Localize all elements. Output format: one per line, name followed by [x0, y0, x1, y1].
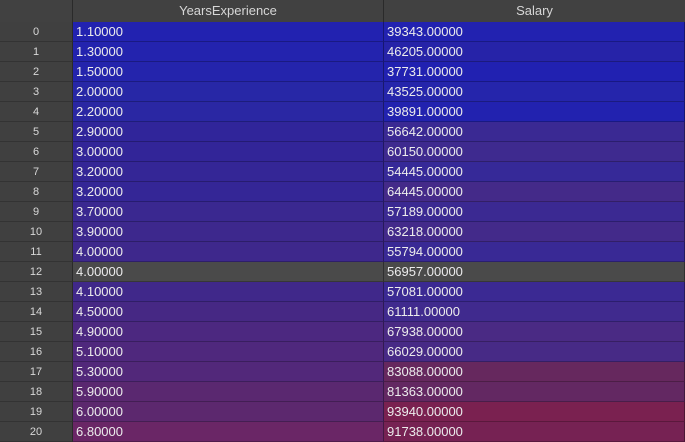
- row-index-cell[interactable]: 18: [0, 382, 73, 402]
- row-index-cell[interactable]: 3: [0, 82, 73, 102]
- table-row[interactable]: 19 6.00000 93940.00000: [0, 402, 685, 422]
- row-index-cell[interactable]: 9: [0, 202, 73, 222]
- salary-cell[interactable]: 93940.00000: [384, 402, 685, 422]
- column-header-salary[interactable]: Salary: [516, 3, 553, 18]
- row-index-cell[interactable]: 19: [0, 402, 73, 422]
- table-row[interactable]: 11 4.00000 55794.00000: [0, 242, 685, 262]
- row-index-cell[interactable]: 1: [0, 42, 73, 62]
- row-index-cell[interactable]: 17: [0, 362, 73, 382]
- yearsexperience-cell[interactable]: 2.20000: [73, 102, 384, 122]
- salary-cell[interactable]: 39891.00000: [384, 102, 685, 122]
- table-row[interactable]: 5 2.90000 56642.00000: [0, 122, 685, 142]
- yearsexperience-cell[interactable]: 3.70000: [73, 202, 384, 222]
- salary-cell[interactable]: 57081.00000: [384, 282, 685, 302]
- row-index-cell[interactable]: 12: [0, 262, 73, 282]
- table-row[interactable]: 15 4.90000 67938.00000: [0, 322, 685, 342]
- salary-cell[interactable]: 56642.00000: [384, 122, 685, 142]
- row-index-cell[interactable]: 16: [0, 342, 73, 362]
- salary-cell[interactable]: 46205.00000: [384, 42, 685, 62]
- table-row[interactable]: 12 4.00000 56957.00000: [0, 262, 685, 282]
- salary-cell[interactable]: 83088.00000: [384, 362, 685, 382]
- yearsexperience-cell[interactable]: 3.20000: [73, 162, 384, 182]
- salary-cell[interactable]: 39343.00000: [384, 22, 685, 42]
- yearsexperience-cell[interactable]: 5.10000: [73, 342, 384, 362]
- table-row[interactable]: 1 1.30000 46205.00000: [0, 42, 685, 62]
- yearsexperience-cell[interactable]: 1.30000: [73, 42, 384, 62]
- table-row[interactable]: 10 3.90000 63218.00000: [0, 222, 685, 242]
- table-row[interactable]: 9 3.70000 57189.00000: [0, 202, 685, 222]
- yearsexperience-cell[interactable]: 1.50000: [73, 62, 384, 82]
- table-row[interactable]: 14 4.50000 61111.00000: [0, 302, 685, 322]
- row-index-cell[interactable]: 2: [0, 62, 73, 82]
- table-row[interactable]: 17 5.30000 83088.00000: [0, 362, 685, 382]
- yearsexperience-cell[interactable]: 3.20000: [73, 182, 384, 202]
- salary-cell[interactable]: 43525.00000: [384, 82, 685, 102]
- salary-cell[interactable]: 81363.00000: [384, 382, 685, 402]
- table-row[interactable]: 6 3.00000 60150.00000: [0, 142, 685, 162]
- yearsexperience-cell[interactable]: 6.00000: [73, 402, 384, 422]
- row-index-cell[interactable]: 20: [0, 422, 73, 442]
- table-row[interactable]: 13 4.10000 57081.00000: [0, 282, 685, 302]
- salary-cell[interactable]: 54445.00000: [384, 162, 685, 182]
- salary-cell[interactable]: 60150.00000: [384, 142, 685, 162]
- salary-cell[interactable]: 67938.00000: [384, 322, 685, 342]
- row-index-cell[interactable]: 8: [0, 182, 73, 202]
- yearsexperience-cell[interactable]: 4.90000: [73, 322, 384, 342]
- index-column-header[interactable]: [0, 0, 73, 22]
- row-index-cell[interactable]: 15: [0, 322, 73, 342]
- yearsexperience-cell[interactable]: 4.50000: [73, 302, 384, 322]
- table-row[interactable]: 18 5.90000 81363.00000: [0, 382, 685, 402]
- yearsexperience-cell[interactable]: 4.10000: [73, 282, 384, 302]
- table-header: YearsExperience Salary: [0, 0, 685, 23]
- salary-cell[interactable]: 56957.00000: [384, 262, 685, 282]
- salary-cell[interactable]: 61111.00000: [384, 302, 685, 322]
- row-index-cell[interactable]: 14: [0, 302, 73, 322]
- table-row[interactable]: 2 1.50000 37731.00000: [0, 62, 685, 82]
- salary-cell[interactable]: 63218.00000: [384, 222, 685, 242]
- yearsexperience-cell[interactable]: 4.00000: [73, 262, 384, 282]
- row-index-cell[interactable]: 10: [0, 222, 73, 242]
- yearsexperience-cell[interactable]: 2.90000: [73, 122, 384, 142]
- row-index-cell[interactable]: 6: [0, 142, 73, 162]
- yearsexperience-cell[interactable]: 5.30000: [73, 362, 384, 382]
- row-index-cell[interactable]: 11: [0, 242, 73, 262]
- row-index-cell[interactable]: 4: [0, 102, 73, 122]
- salary-cell[interactable]: 91738.00000: [384, 422, 685, 442]
- yearsexperience-cell[interactable]: 3.00000: [73, 142, 384, 162]
- table-row[interactable]: 8 3.20000 64445.00000: [0, 182, 685, 202]
- yearsexperience-cell[interactable]: 1.10000: [73, 22, 384, 42]
- salary-cell[interactable]: 37731.00000: [384, 62, 685, 82]
- salary-cell[interactable]: 64445.00000: [384, 182, 685, 202]
- salary-cell[interactable]: 66029.00000: [384, 342, 685, 362]
- table-row[interactable]: 20 6.80000 91738.00000: [0, 422, 685, 442]
- table-row[interactable]: 3 2.00000 43525.00000: [0, 82, 685, 102]
- salary-cell[interactable]: 55794.00000: [384, 242, 685, 262]
- row-index-cell[interactable]: 0: [0, 22, 73, 42]
- salary-cell[interactable]: 57189.00000: [384, 202, 685, 222]
- yearsexperience-cell[interactable]: 4.00000: [73, 242, 384, 262]
- yearsexperience-cell[interactable]: 3.90000: [73, 222, 384, 242]
- yearsexperience-cell[interactable]: 6.80000: [73, 422, 384, 442]
- table-row[interactable]: 0 1.10000 39343.00000: [0, 22, 685, 42]
- row-index-cell[interactable]: 5: [0, 122, 73, 142]
- yearsexperience-cell[interactable]: 2.00000: [73, 82, 384, 102]
- table-row[interactable]: 7 3.20000 54445.00000: [0, 162, 685, 182]
- row-index-cell[interactable]: 13: [0, 282, 73, 302]
- table-row[interactable]: 4 2.20000 39891.00000: [0, 102, 685, 122]
- yearsexperience-cell[interactable]: 5.90000: [73, 382, 384, 402]
- row-index-cell[interactable]: 7: [0, 162, 73, 182]
- table-row[interactable]: 16 5.10000 66029.00000: [0, 342, 685, 362]
- column-header-yearsexperience[interactable]: YearsExperience: [73, 0, 384, 22]
